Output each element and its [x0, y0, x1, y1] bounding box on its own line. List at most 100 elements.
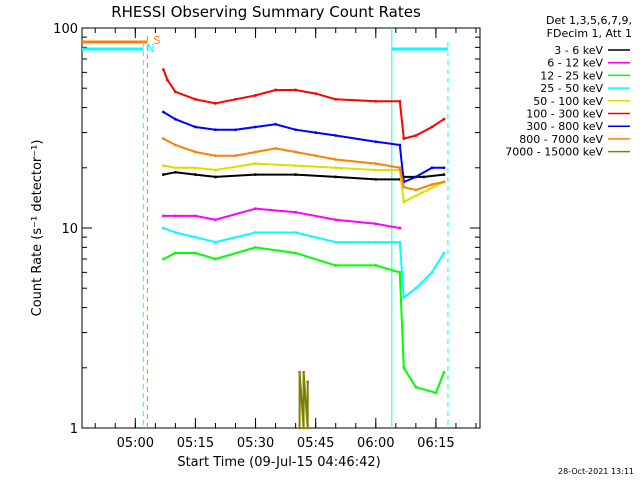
series-line-1 — [163, 207, 400, 229]
data-point — [442, 370, 446, 374]
data-point — [161, 137, 165, 140]
data-point — [442, 173, 446, 176]
data-point — [173, 143, 177, 147]
data-point — [214, 128, 217, 132]
data-point — [194, 214, 197, 218]
data-point — [294, 128, 298, 132]
legend-label-7: 800 - 7000 keV — [519, 133, 603, 146]
y-tick-label-0: 1 — [70, 422, 78, 437]
y-tick-label-1: 10 — [61, 222, 78, 237]
data-point — [398, 166, 402, 170]
data-point — [274, 122, 277, 126]
data-point — [194, 125, 197, 129]
data-point — [414, 194, 418, 198]
data-point — [398, 226, 402, 230]
data-point — [214, 154, 217, 158]
legend-header-line-2: FDecim 1, Att 1 — [547, 27, 632, 40]
data-point — [398, 270, 402, 274]
data-point — [294, 231, 298, 234]
data-point — [374, 240, 378, 244]
data-point — [314, 92, 318, 95]
data-point — [214, 240, 217, 244]
data-point — [414, 385, 418, 389]
legend-header-line-1: Det 1,3,5,6,7,9, — [546, 14, 632, 27]
x-tick-label-5: 06:15 — [417, 436, 454, 451]
footer-date: 28-Oct-2021 13:11 — [558, 467, 634, 476]
data-point — [402, 185, 406, 189]
data-point — [161, 164, 165, 168]
data-point — [254, 245, 257, 249]
data-point — [398, 99, 402, 103]
data-point — [430, 166, 434, 170]
data-point — [214, 101, 217, 105]
data-point — [254, 173, 257, 176]
data-point — [302, 426, 306, 430]
data-point — [294, 150, 298, 154]
x-axis-label: Start Time (09-Jul-15 04:46:42) — [177, 455, 380, 470]
data-point — [414, 188, 418, 192]
data-point — [194, 166, 197, 170]
data-point — [430, 270, 434, 274]
legend-label-3: 25 - 50 keV — [540, 82, 603, 95]
chart-title: RHESSI Observing Summary Count Rates — [111, 3, 421, 21]
data-point — [274, 88, 277, 92]
data-point — [306, 426, 310, 430]
data-point — [398, 240, 402, 244]
data-point — [173, 90, 177, 94]
data-point — [334, 240, 338, 244]
series-line-8 — [298, 372, 309, 429]
data-point — [414, 286, 418, 290]
y-axis-label: Count Rate (s⁻¹ detector⁻¹) — [30, 140, 45, 317]
data-point — [161, 173, 165, 176]
data-point — [402, 137, 406, 140]
x-tick-label-1: 05:15 — [177, 436, 214, 451]
data-point — [161, 226, 165, 230]
data-point — [298, 370, 302, 374]
data-point — [254, 207, 257, 211]
x-tick-label-4: 06:00 — [357, 436, 394, 451]
data-point — [314, 131, 318, 134]
series-line-3 — [163, 227, 445, 300]
data-point — [161, 68, 165, 71]
data-point — [374, 162, 378, 165]
series-line-6 — [162, 111, 444, 184]
data-point — [374, 222, 378, 226]
legend-label-8: 7000 - 15000 keV — [505, 146, 603, 159]
data-point — [234, 128, 237, 132]
x-tick-label-2: 05:30 — [237, 436, 274, 451]
legend-label-5: 100 - 300 keV — [526, 108, 603, 121]
data-point — [173, 170, 177, 174]
data-point — [302, 370, 306, 374]
data-point — [422, 175, 426, 179]
data-point — [374, 264, 378, 267]
legend-label-6: 300 - 800 keV — [526, 120, 603, 133]
data-point — [194, 173, 197, 176]
data-point — [161, 214, 165, 218]
data-point — [234, 97, 237, 101]
plot-frame — [81, 27, 481, 429]
data-point — [402, 200, 406, 204]
data-point — [254, 162, 257, 165]
data-point — [173, 231, 177, 234]
data-point — [294, 251, 298, 255]
legend-label-1: 6 - 12 keV — [547, 57, 603, 70]
data-point — [254, 231, 257, 234]
annotation-s: S — [153, 34, 160, 47]
data-point — [334, 134, 338, 137]
data-point — [334, 264, 338, 267]
legend-label-0: 3 - 6 keV — [554, 44, 603, 57]
series-line-7 — [162, 137, 445, 191]
data-point — [374, 177, 378, 181]
data-point — [173, 251, 177, 255]
data-point — [374, 168, 378, 172]
data-point — [173, 214, 177, 218]
data-point — [374, 140, 378, 144]
data-point — [214, 257, 217, 261]
data-point — [306, 380, 310, 384]
data-point — [442, 180, 446, 184]
data-point — [442, 251, 446, 255]
data-point — [442, 117, 446, 121]
data-point — [414, 175, 418, 179]
data-point — [214, 168, 217, 172]
